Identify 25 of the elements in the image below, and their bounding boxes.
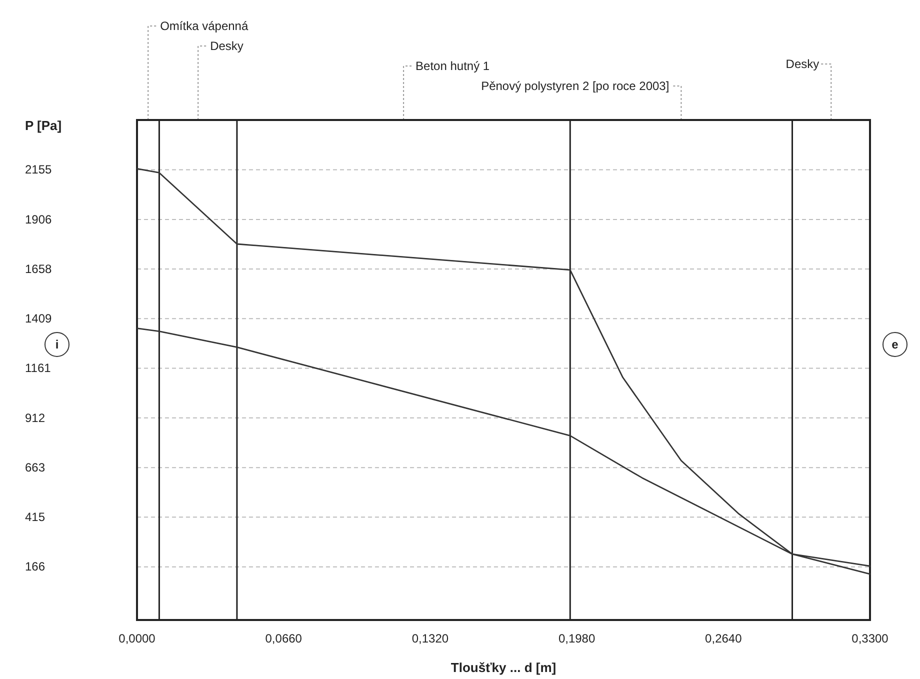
x-tick-label: 0,1320: [412, 632, 449, 646]
x-tick-label: 0,0000: [118, 632, 156, 646]
x-tick-label: 0,1980: [558, 632, 596, 646]
text: Beton hutný 1: [416, 59, 490, 73]
x-tick-label: 0,2640: [705, 632, 742, 646]
y-tick-label: 1906: [25, 212, 52, 226]
text: e: [892, 337, 899, 352]
y-tick-label: 912: [25, 410, 46, 425]
y-tick-label: 1409: [25, 312, 52, 326]
text: Desky: [210, 39, 244, 53]
x-tick-label: 0,3300: [852, 632, 889, 646]
x-tick-label: 0,0660: [265, 632, 302, 646]
line-series: [136, 168, 871, 575]
y-tick-label: 1161: [25, 361, 52, 376]
y-tick-label: 1658: [25, 262, 52, 276]
text: Desky: [786, 57, 820, 71]
y-tick-label: 2155: [25, 162, 52, 177]
y-axis-title: P [Pa]: [25, 118, 62, 133]
x-axis-title: Tloušťky ... d [m]: [450, 660, 556, 675]
text: Pěnový polystyren 2 [po roce 2003]: [481, 79, 670, 93]
y-tick-label: 166: [25, 560, 46, 574]
y-tick-label: 663: [25, 460, 46, 474]
text: Omítka vápenná: [160, 19, 248, 33]
text: i: [55, 337, 59, 352]
y-tick-label: 415: [25, 510, 46, 524]
